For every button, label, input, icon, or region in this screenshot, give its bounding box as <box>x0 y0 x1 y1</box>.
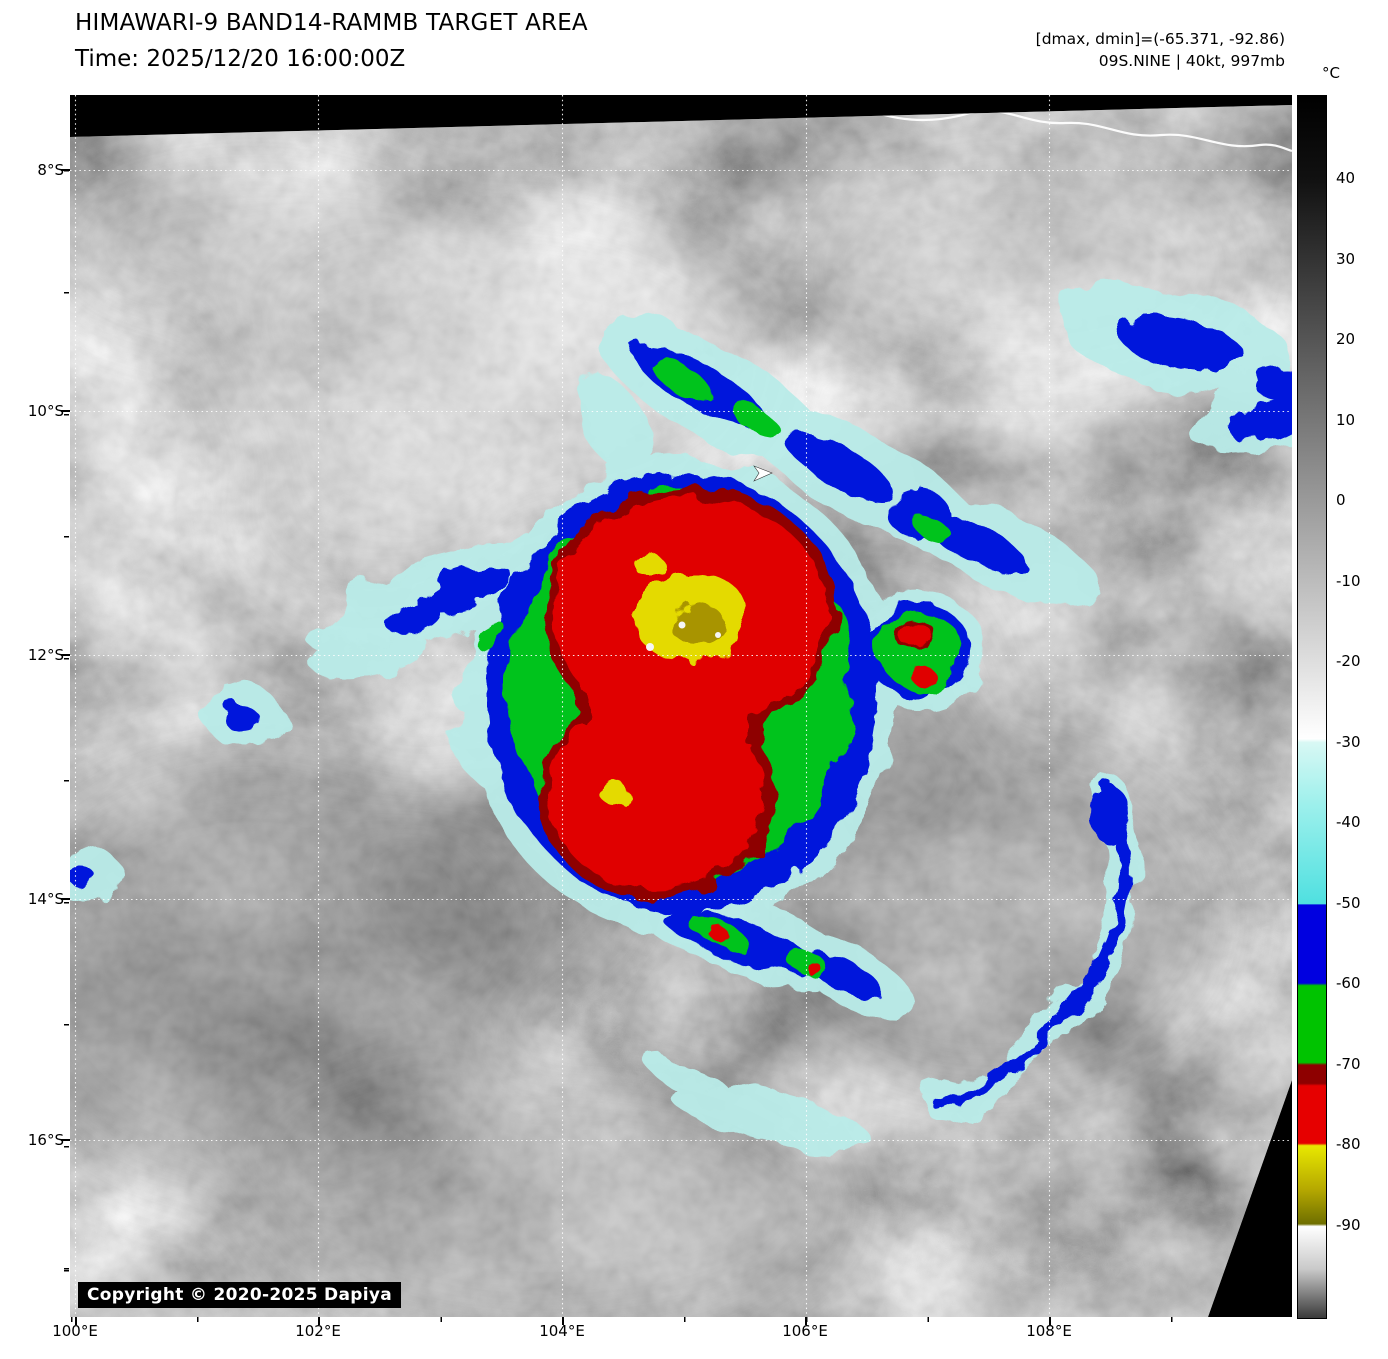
colorbar-tick: -90 <box>1336 1216 1361 1234</box>
colorbar-tick: 0 <box>1336 491 1346 509</box>
colorbar-tick: -20 <box>1336 652 1361 670</box>
left-tick <box>61 169 70 171</box>
colorbar-tick: -40 <box>1336 813 1361 831</box>
bottom-tick <box>804 1317 807 1325</box>
colorbar-tick: -70 <box>1336 1055 1361 1073</box>
colorbar-tick: -80 <box>1336 1135 1361 1153</box>
timestamp: Time: 2025/12/20 16:00:00Z <box>75 46 406 72</box>
lon-label: 106°E <box>782 1322 828 1340</box>
lon-label: 100°E <box>52 1322 98 1340</box>
temperature-colorbar <box>1297 95 1327 1319</box>
lat-label: 14°S <box>27 890 64 908</box>
lon-label: 102°E <box>295 1322 341 1340</box>
lat-label: 8°S <box>37 161 64 179</box>
left-tick <box>61 898 70 900</box>
satellite-image <box>70 95 1292 1317</box>
lat-label: 10°S <box>27 402 64 420</box>
coastline <box>857 105 1292 153</box>
below-minimum-pixels <box>646 621 721 651</box>
colorbar-tick: 30 <box>1336 250 1356 268</box>
storm-info: 09S.NINE | 40kt, 997mb <box>1098 52 1285 70</box>
satellite-plot <box>70 95 1292 1317</box>
page-title: HIMAWARI-9 BAND14-RAMMB TARGET AREA <box>75 10 588 36</box>
lat-label: 12°S <box>27 646 64 664</box>
left-tick <box>61 410 70 412</box>
copyright-badge: Copyright © 2020-2025 Dapiya <box>78 1282 401 1308</box>
left-minor-ticks <box>64 95 69 1317</box>
dmax-dmin-readout: [dmax, dmin]=(-65.371, -92.86) <box>1035 30 1285 48</box>
cloud-marker <box>753 465 773 482</box>
enhancement-olive-core <box>670 605 726 645</box>
bottom-tick <box>317 1317 320 1325</box>
colorbar-tick: 40 <box>1336 169 1356 187</box>
satellite-swath <box>70 105 1292 1317</box>
lat-label: 16°S <box>27 1131 64 1149</box>
colorbar-tick: 20 <box>1336 330 1356 348</box>
colorbar-tick: -10 <box>1336 572 1361 590</box>
bottom-minor-ticks <box>70 1317 1292 1322</box>
bottom-tick <box>74 1317 77 1325</box>
lon-label: 108°E <box>1026 1322 1072 1340</box>
bottom-tick <box>1048 1317 1051 1325</box>
lon-label: 104°E <box>539 1322 585 1340</box>
colorbar-tick: -50 <box>1336 894 1361 912</box>
colorbar-unit-label: °C <box>1322 64 1340 82</box>
gridlines <box>70 95 1292 1317</box>
left-tick <box>61 1139 70 1141</box>
left-tick <box>61 654 70 656</box>
colorbar-tick: -30 <box>1336 733 1361 751</box>
colorbar-tick: -60 <box>1336 974 1361 992</box>
bottom-tick <box>561 1317 564 1325</box>
colorbar-tick: 10 <box>1336 411 1356 429</box>
